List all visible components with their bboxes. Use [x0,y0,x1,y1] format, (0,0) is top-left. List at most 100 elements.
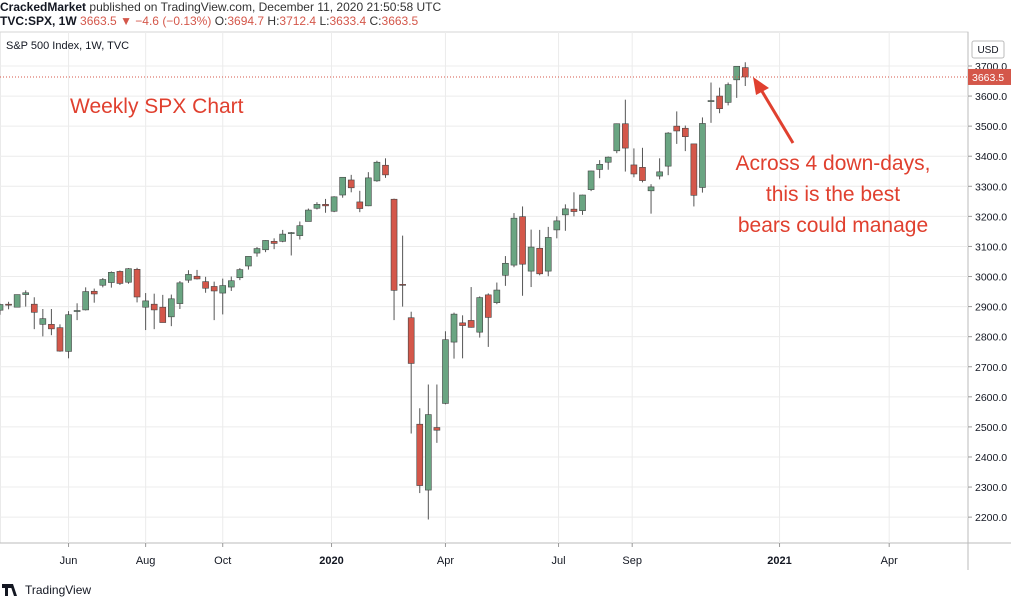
candle-body [313,204,321,209]
candle-body [168,298,175,318]
symbol: TVC:SPX, 1W [0,14,77,28]
candle-body [0,304,4,311]
candle-body [322,204,329,207]
candle-body [442,339,449,404]
annotation-line: bears could manage [738,214,928,237]
y-tick-label: 2700.0 [975,362,1007,374]
candle-body [39,318,47,325]
brand: TradingView [25,583,91,597]
candle-body [390,198,398,291]
candle-body [407,317,415,364]
candle-body [741,67,749,78]
y-tick-label: 3500.0 [975,121,1007,133]
candle-body [356,201,364,209]
x-tick-label: Apr [881,555,898,567]
candle-body [425,414,432,491]
candle-body [562,208,569,216]
candle-body [724,84,732,103]
y-tick-label: 2200.0 [975,512,1007,524]
candle-body [467,320,475,328]
currency: USD [977,45,998,56]
candle-body [108,272,115,283]
candle-body [596,164,603,170]
candle-body [699,123,706,188]
candle-body [193,275,201,280]
candle-body [48,324,55,330]
candle-body [185,274,192,281]
y-tick-label: 3000.0 [975,272,1007,284]
candle-body [22,292,29,295]
candle-body [647,186,655,192]
l-label: L: [319,14,330,28]
candle-body [493,289,501,303]
candle-body [339,176,346,196]
annotation: Weekly SPX Chart [70,95,244,118]
h-value: 3712.4 [279,14,317,28]
logo-icon [2,584,17,596]
candle-body [347,179,355,189]
annotation-block: Across 4 down-days, this is the best bears… [736,152,931,237]
chart-title: S&P 500 Index, 1W, TVC [6,40,129,52]
last-price: 3663.5 [80,14,117,28]
candle-body [365,177,372,207]
candles [0,62,968,520]
candle-body [682,127,689,137]
candle-body [202,281,209,289]
candle-body [125,268,132,283]
axes: 2200.0 2300.0 2400.0 2500.0 2600.0 2700.0 2800… [60,61,1011,567]
candle-body [476,297,484,333]
candle-body [450,313,458,343]
candle-body [519,216,526,265]
candle-body [82,291,89,311]
currency-box [971,40,1005,59]
candle-body [236,269,244,279]
candle-body [305,209,312,222]
candle-body [245,256,252,267]
candle-body [622,123,629,149]
candle-body [733,65,741,81]
candle-body [219,285,227,294]
candle-body [399,284,406,286]
change: ▼ −4.6 (−0.13%) [120,14,212,28]
candle-body [13,294,21,308]
candle-body [656,171,663,177]
y-tick-label: 3100.0 [975,241,1007,253]
o-label: O: [214,14,228,28]
x-tick-label: Oct [214,555,231,567]
h-label: H: [267,14,280,28]
y-tick-label: 2900.0 [975,302,1007,314]
y-tick-label: 3400.0 [975,151,1007,163]
candle-body [116,271,124,284]
candle-body [433,427,441,431]
candle-body [536,247,543,275]
o-value: 3694.7 [227,14,265,28]
arrow-shaft [758,87,795,144]
candle-body [707,100,715,102]
candle-body [253,248,261,254]
candle-body [65,314,72,352]
x-tick-label: Jul [551,555,565,567]
candle-body [716,95,723,109]
candle-body [382,164,389,176]
candle-body [510,217,518,266]
quote-line: TVC:SPX, 1W 3663.5 ▼ −4.6 (−0.13%) O:369… [0,14,1011,28]
candle-body [279,233,286,242]
candle-body [90,290,98,295]
candle-body [270,241,278,244]
candle-body [604,156,612,163]
candle-body [664,132,672,167]
annotation-line: this is the best [766,183,900,206]
price-label: 3663.5 [972,72,1004,84]
candle-body [459,322,466,326]
candle-body [527,246,535,272]
candle-body [133,269,141,298]
arrow-head [753,77,769,95]
l-value: 3633.4 [329,14,367,28]
x-tick-label: Apr [437,555,454,567]
x-tick-label: 2020 [319,555,343,567]
candle-body [330,196,338,212]
x-tick-label: Sep [622,555,642,567]
x-tick-label: Aug [136,555,156,567]
